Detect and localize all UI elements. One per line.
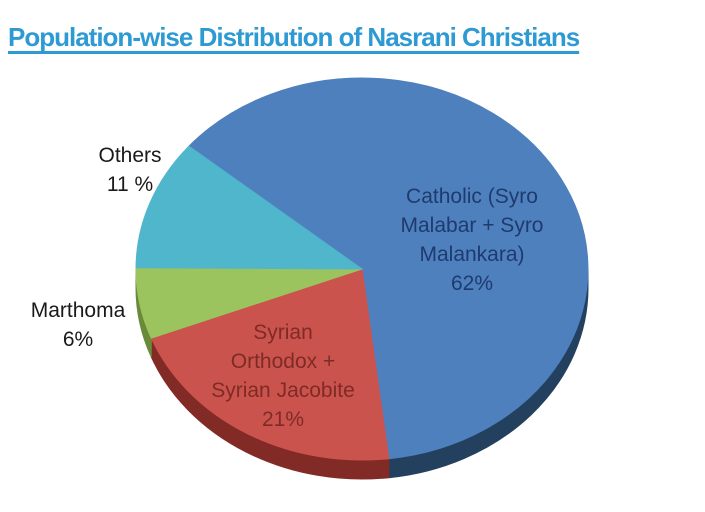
pie-slice-others — [135, 145, 364, 270]
pie-slice-syrian-orthodox-syrian-jacob — [150, 268, 390, 461]
chart-title: Population-wise Distribution of Nasrani … — [8, 22, 580, 52]
pie-slice-catholic-syro-malabar-syro-m — [188, 77, 589, 460]
